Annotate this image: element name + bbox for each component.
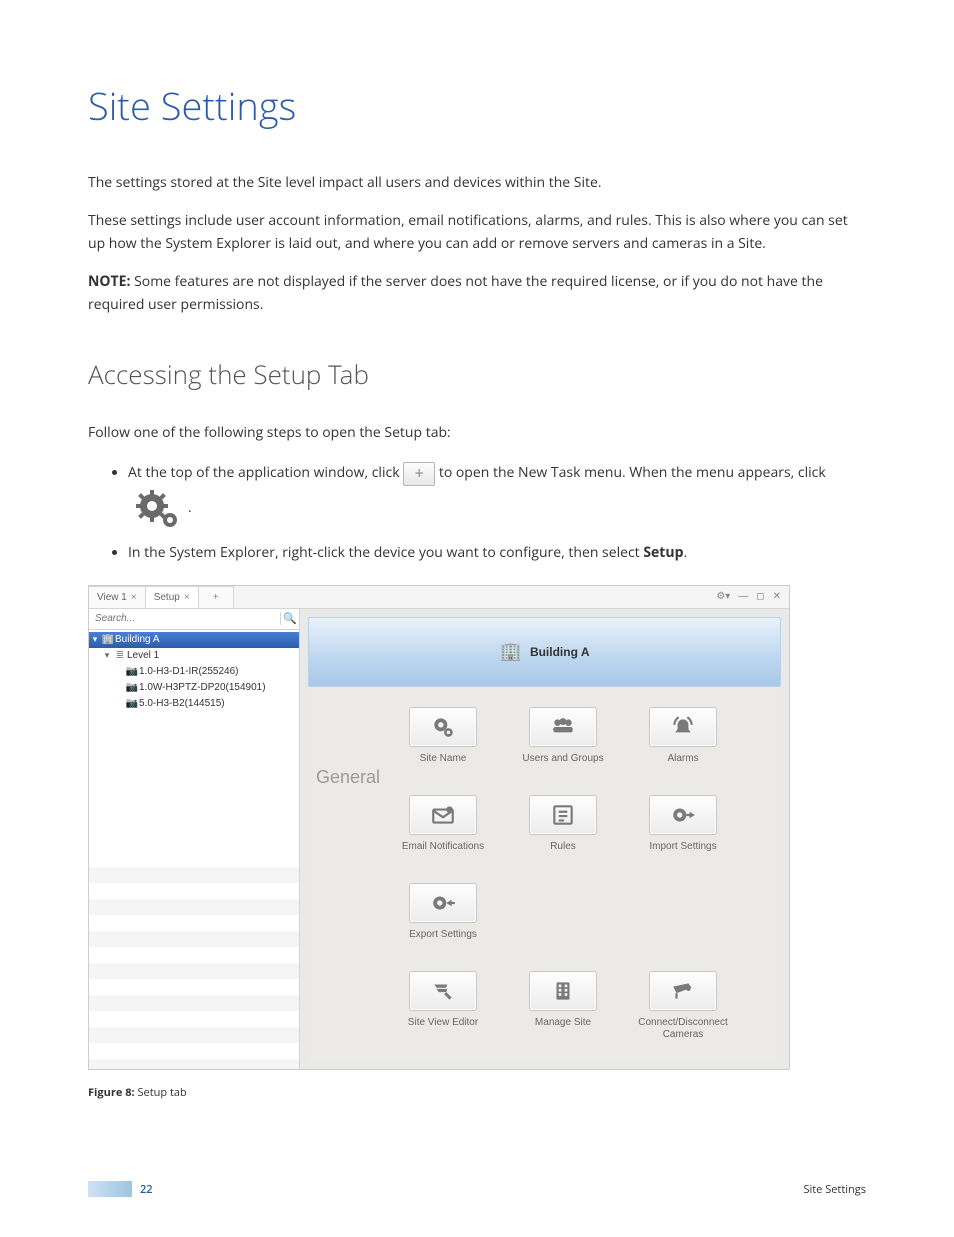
page-title: Site Settings [88, 80, 866, 132]
tile-manage-site-label: Manage Site [535, 1017, 591, 1029]
tab-view1-label: View 1 [97, 592, 127, 603]
tile-connect-cameras[interactable]: Connect/Disconnect Cameras [628, 971, 738, 1041]
lead-paragraph: Follow one of the following steps to ope… [88, 422, 866, 444]
device-tree: ▾🏢 Building A ▾≣ Level 1 📷 1.0-H3-D1-IR(… [89, 630, 299, 852]
tree-camera-2[interactable]: 📷 1.0W-H3PTZ-DP20(154901) [89, 680, 299, 696]
close-window-icon[interactable]: ✕ [773, 591, 781, 602]
bullet-1-text-b: to open the New Task menu. When the menu… [439, 463, 826, 482]
building-icon: 🏢 [500, 641, 522, 662]
tile-rules[interactable]: Rules [508, 795, 618, 853]
note-paragraph: NOTE: Some features are not displayed if… [88, 271, 866, 316]
tile-manage-site[interactable]: Manage Site [508, 971, 618, 1041]
tile-users-groups-label: Users and Groups [522, 753, 603, 765]
tile-export-label: Export Settings [409, 929, 477, 941]
search-input[interactable] [89, 613, 280, 624]
tree-cam3-label: 5.0-H3-B2(144515) [139, 698, 225, 709]
setup-screenshot: View 1 × Setup × + ⚙▾ — ◻ ✕ 🔍 [88, 585, 790, 1070]
bullet-1-text-a: At the top of the application window, cl… [128, 463, 403, 482]
tree-camera-3[interactable]: 📷 5.0-H3-B2(144515) [89, 696, 299, 712]
tree-level[interactable]: ▾≣ Level 1 [89, 648, 299, 664]
tile-site-name-label: Site Name [420, 753, 467, 765]
settings-dropdown-icon[interactable]: ⚙▾ [716, 591, 730, 602]
tree-cam1-label: 1.0-H3-D1-IR(255246) [139, 666, 239, 677]
gear-icon [128, 486, 188, 530]
tile-export-settings[interactable]: Export Settings [388, 883, 498, 941]
figure-caption: Figure 8: Setup tab [88, 1084, 866, 1102]
tree-camera-1[interactable]: 📷 1.0-H3-D1-IR(255246) [89, 664, 299, 680]
tile-email-notifications[interactable]: Email Notifications [388, 795, 498, 853]
note-text: Some features are not displayed if the s… [88, 272, 823, 313]
tile-email-label: Email Notifications [402, 841, 484, 853]
site-header: 🏢 Building A [308, 617, 781, 687]
tree-cam2-label: 1.0W-H3PTZ-DP20(154901) [139, 682, 266, 693]
tile-site-view-label: Site View Editor [408, 1017, 478, 1029]
plus-icon: + [403, 462, 435, 486]
search-icon[interactable]: 🔍 [280, 612, 299, 625]
close-icon[interactable]: × [184, 592, 190, 603]
minimize-icon[interactable]: — [738, 591, 748, 602]
page-number-block [88, 1181, 132, 1197]
intro-paragraph-1: The settings stored at the Site level im… [88, 172, 866, 194]
system-explorer-sidebar: 🔍 ▾🏢 Building A ▾≣ Level 1 📷 1.0-H3-D1-I… [89, 609, 300, 1069]
close-icon[interactable]: × [131, 592, 137, 603]
tree-root-label: Building A [115, 634, 159, 645]
tree-site-root[interactable]: ▾🏢 Building A [89, 632, 299, 648]
page-number: 22 [140, 1182, 153, 1197]
tree-empty-area [89, 851, 299, 1069]
bullet-2-text-a: In the System Explorer, right-click the … [128, 543, 643, 562]
tile-rules-label: Rules [550, 841, 576, 853]
tab-setup-label: Setup [154, 592, 180, 603]
page-footer: 22 Site Settings [88, 1181, 866, 1197]
maximize-icon[interactable]: ◻ [756, 591, 764, 602]
section-heading: Accessing the Setup Tab [88, 356, 866, 392]
window-tabbar: View 1 × Setup × + ⚙▾ — ◻ ✕ [89, 586, 789, 609]
tile-import-label: Import Settings [649, 841, 716, 853]
tile-alarms-label: Alarms [667, 753, 698, 765]
tree-level-label: Level 1 [127, 650, 159, 661]
bullet-1-text-c: . [188, 497, 192, 516]
intro-paragraph-2: These settings include user account info… [88, 210, 866, 255]
bullet-2: In the System Explorer, right-click the … [128, 540, 866, 565]
figure-caption-text: Setup tab [135, 1085, 187, 1100]
tab-setup[interactable]: Setup × [146, 586, 199, 608]
tile-site-view-editor[interactable]: Site View Editor [388, 971, 498, 1041]
setup-main-panel: 🏢 Building A General Site Name Users and [308, 617, 781, 1061]
figure-caption-bold: Figure 8: [88, 1085, 135, 1100]
tile-alarms[interactable]: Alarms [628, 707, 738, 765]
footer-section: Site Settings [803, 1182, 866, 1197]
tile-users-groups[interactable]: Users and Groups [508, 707, 618, 765]
tile-import-settings[interactable]: Import Settings [628, 795, 738, 853]
bullet-2-bold: Setup [643, 543, 683, 562]
tile-cameras-label: Connect/Disconnect Cameras [628, 1017, 738, 1041]
group-label-general: General [308, 707, 388, 1041]
site-header-title: Building A [530, 645, 590, 659]
tile-site-name[interactable]: Site Name [388, 707, 498, 765]
note-label: NOTE: [88, 272, 130, 291]
tab-view1[interactable]: View 1 × [89, 586, 146, 608]
bullet-2-text-b: . [683, 543, 687, 562]
bullet-1: At the top of the application window, cl… [128, 460, 866, 529]
new-tab-button[interactable]: + [199, 586, 234, 608]
